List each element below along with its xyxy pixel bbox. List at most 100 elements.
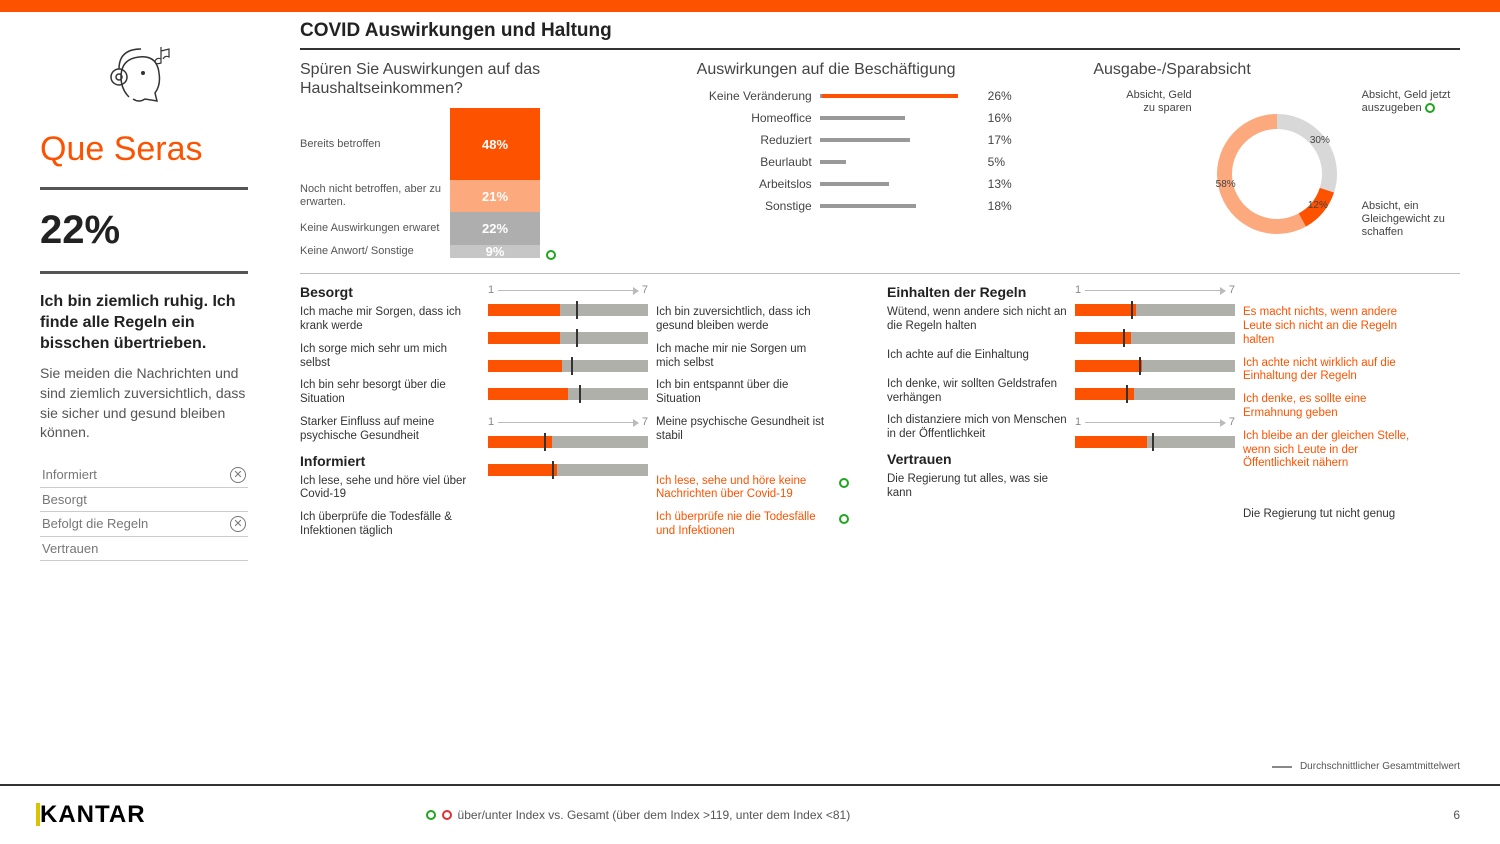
top-accent-bar xyxy=(0,0,1500,12)
index-marker-icon xyxy=(546,250,556,260)
slider-fill xyxy=(488,360,562,372)
hbar-track xyxy=(820,160,980,164)
index-marker-icon xyxy=(839,478,849,488)
question-right: Ich bin zuversichtlich, dass ich gesund … xyxy=(656,306,831,334)
question-col-right: Es macht nichts, wenn andere Leute sich … xyxy=(1243,284,1418,548)
tag-item: Besorgt xyxy=(40,488,248,512)
hbar-track xyxy=(820,94,980,98)
slider-fill xyxy=(488,436,552,448)
slider-fill xyxy=(1075,360,1142,372)
segment-name: Que Seras xyxy=(40,130,248,169)
stacked-labels: Bereits betroffenNoch nicht betroffen, a… xyxy=(300,108,450,258)
scale-max: 7 xyxy=(642,416,648,428)
employment-title: Auswirkungen auf die Beschäftigung xyxy=(697,60,1064,79)
scale-min: 1 xyxy=(1075,284,1081,296)
slider-fill xyxy=(488,388,568,400)
slider-bar xyxy=(1075,360,1235,372)
scale-header: 17 xyxy=(1075,284,1235,296)
close-icon: ✕ xyxy=(230,467,246,483)
scale-header: 17 xyxy=(1075,416,1235,428)
slider-avg-mark xyxy=(576,301,578,319)
question-left: Wütend, wenn andere sich nicht an die Re… xyxy=(887,306,1067,334)
page-footer: KANTAR über/unter Index vs. Gesamt (über… xyxy=(0,784,1500,844)
spending-chart: Ausgabe-/Sparabsicht 30%12%58%Absicht, G… xyxy=(1093,60,1460,259)
scale-max: 7 xyxy=(1229,284,1235,296)
page-title: COVID Auswirkungen und Haltung xyxy=(300,20,1460,42)
donut-pct: 30% xyxy=(1310,135,1330,146)
question-right: Ich überprüfe nie die Todesfälle und Inf… xyxy=(656,511,831,539)
hbar-track xyxy=(820,182,980,186)
spending-title: Ausgabe-/Sparabsicht xyxy=(1093,60,1460,79)
slider-avg-mark xyxy=(576,329,578,347)
donut-chart: 30%12%58%Absicht, Geld zu sparenAbsicht,… xyxy=(1192,89,1362,259)
question-left: Ich distanziere mich von Menschen in der… xyxy=(887,414,1067,442)
segment-sub: Sie meiden die Nachrichten und sind ziem… xyxy=(40,364,248,442)
avg-legend-text: Durchschnittlicher Gesamtmittelwert xyxy=(1300,761,1460,772)
stacked-seg: 9% xyxy=(450,245,540,259)
question-col-left: BesorgtIch mache mir Sorgen, dass ich kr… xyxy=(300,284,480,548)
page-number: 6 xyxy=(1453,808,1460,822)
hbar-fill xyxy=(820,138,911,142)
question-right: Meine psychische Gesundheit ist stabil xyxy=(656,416,831,444)
question-right: Ich lese, sehe und höre keine Nachrichte… xyxy=(656,475,831,503)
group-title: Informiert xyxy=(300,453,480,469)
slider-bar xyxy=(488,360,648,372)
donut-label: Absicht, ein Gleichgewicht zu schaffen xyxy=(1362,200,1462,240)
question-right: Ich bin entspannt über die Situation xyxy=(656,379,831,407)
tag-label: Befolgt die Regeln xyxy=(42,516,148,531)
stacked-seg-label: Keine Auswirkungen erwaret xyxy=(300,212,450,245)
donut-slice xyxy=(1217,114,1306,234)
scale-max: 7 xyxy=(642,284,648,296)
index-legend: über/unter Index vs. Gesamt (über dem In… xyxy=(426,808,851,822)
donut-label: Absicht, Geld zu sparen xyxy=(1122,89,1192,115)
under-index-icon xyxy=(442,810,452,820)
hbar-value: 18% xyxy=(988,199,1012,213)
tag-label: Informiert xyxy=(42,467,97,482)
scale-min: 1 xyxy=(488,416,494,428)
stacked-seg: 21% xyxy=(450,180,540,212)
question-col-left: Einhalten der Regeln Wütend, wenn andere … xyxy=(887,284,1067,548)
tag-item: Informiert ✕ xyxy=(40,463,248,488)
slider-group-left: BesorgtIch mache mir Sorgen, dass ich kr… xyxy=(300,284,873,548)
avg-legend: Durchschnittlicher Gesamtmittelwert xyxy=(1272,761,1460,772)
stacked-seg-label: Keine Anwort/ Sonstige xyxy=(300,245,450,259)
close-icon: ✕ xyxy=(230,516,246,532)
hbar-fill xyxy=(820,204,916,208)
hbar-value: 26% xyxy=(988,89,1012,103)
slider-bar xyxy=(488,332,648,344)
question-right: Ich denke, es sollte eine Ermahnung gebe… xyxy=(1243,393,1418,421)
attitude-sliders: BesorgtIch mache mir Sorgen, dass ich kr… xyxy=(300,273,1460,548)
hbar-value: 17% xyxy=(988,133,1012,147)
income-title: Spüren Sie Auswirkungen auf das Haushalt… xyxy=(300,60,667,98)
slider-col: 1717 xyxy=(1075,284,1235,548)
hbar-row: Reduziert17% xyxy=(697,133,1064,147)
slider-avg-mark xyxy=(1123,329,1125,347)
slider-fill xyxy=(1075,304,1136,316)
hbar-chart: Keine Veränderung 26% Homeoffice16% Reduzie… xyxy=(697,89,1064,213)
stacked-seg: 22% xyxy=(450,212,540,245)
slider-bar xyxy=(1075,436,1235,448)
brand-logo: KANTAR xyxy=(40,801,146,829)
scale-min: 1 xyxy=(1075,416,1081,428)
hbar-row: Homeoffice16% xyxy=(697,111,1064,125)
question-left: Ich überprüfe die Todesfälle & Infektion… xyxy=(300,511,480,539)
brand-text: KANTAR xyxy=(40,801,146,828)
slider-bar xyxy=(488,464,648,476)
tag-list: Informiert✕BesorgtBefolgt die Regeln✕Ver… xyxy=(40,463,248,561)
scale-header: 17 xyxy=(488,416,648,428)
question-left: Ich bin sehr besorgt über die Situation xyxy=(300,379,480,407)
hbar-track xyxy=(820,116,980,120)
hbar-row: Arbeitslos13% xyxy=(697,177,1064,191)
question-right: Es macht nichts, wenn andere Leute sich … xyxy=(1243,306,1418,347)
page-body: Que Seras 22% Ich bin ziemlich ruhig. Ic… xyxy=(0,12,1500,772)
group-title: Einhalten der Regeln xyxy=(887,284,1067,300)
hbar-label: Keine Veränderung xyxy=(697,89,812,103)
donut-pct: 12% xyxy=(1308,200,1328,211)
segment-icon xyxy=(40,32,248,122)
stacked-column: 48%21%22%9% xyxy=(450,108,540,258)
group-title: Vertrauen xyxy=(887,451,1067,467)
stacked-seg-label: Bereits betroffen xyxy=(300,108,450,180)
question-right: Die Regierung tut nicht genug xyxy=(1243,502,1418,528)
slider-fill xyxy=(488,332,560,344)
segment-percent: 22% xyxy=(40,208,248,253)
